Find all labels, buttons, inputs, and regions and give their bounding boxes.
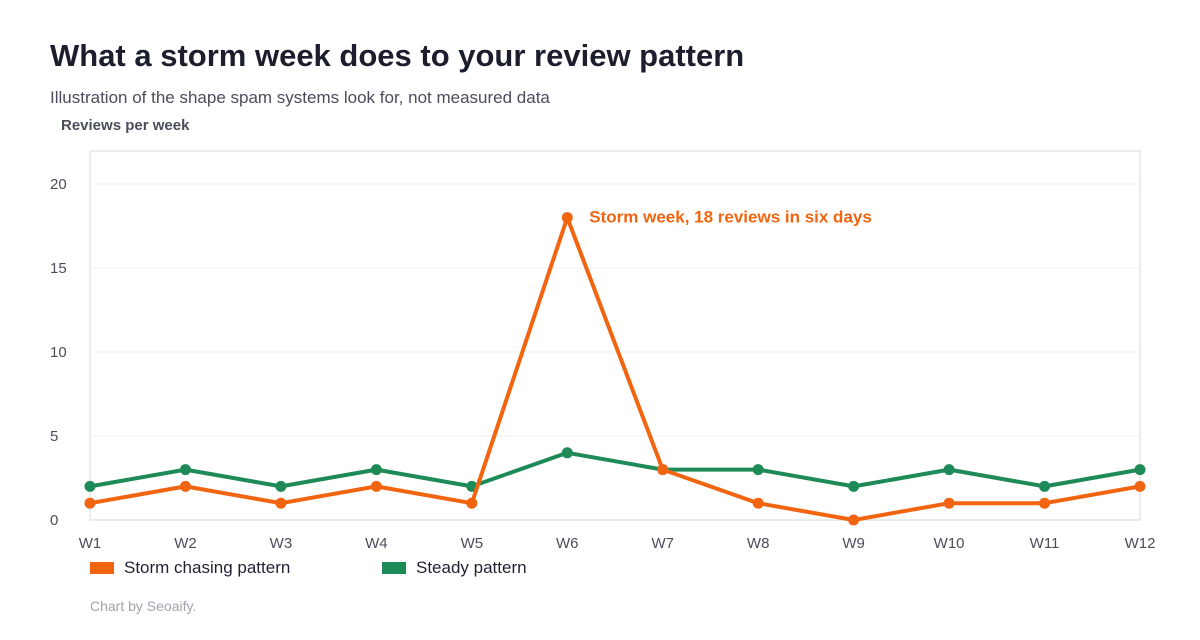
x-tick-label: W4	[365, 535, 388, 552]
legend-label-storm: Storm chasing pattern	[124, 558, 291, 577]
data-point	[84, 480, 96, 492]
data-point	[1039, 497, 1051, 509]
legend-item-steady: Steady pattern	[382, 556, 527, 580]
x-tick-label: W9	[842, 535, 865, 552]
legend-item-storm: Storm chasing pattern	[90, 556, 290, 580]
y-tick-label: 0	[50, 512, 58, 529]
x-tick-label: W1	[79, 535, 102, 552]
y-axis-ticks: 0 5 10 15 20	[50, 176, 67, 529]
gridlines	[89, 150, 1141, 521]
x-tick-label: W2	[174, 535, 197, 552]
data-point	[848, 480, 860, 492]
series-line	[88, 450, 1142, 489]
data-point	[943, 464, 955, 476]
annotations: Storm week, 18 reviews in six days	[589, 208, 872, 227]
x-tick-label: W8	[747, 535, 770, 552]
data-point	[179, 464, 191, 476]
data-point	[561, 212, 573, 224]
x-tick-label: W12	[1125, 535, 1156, 552]
series-lines	[84, 212, 1146, 526]
x-axis-ticks: W1 W2 W3 W4 W5 W6 W7 W8 W9 W10 W11 W12	[79, 535, 1156, 552]
data-point	[275, 480, 287, 492]
series-line	[88, 215, 1142, 522]
data-point	[752, 464, 764, 476]
legend-swatch-steady	[382, 562, 406, 574]
x-tick-label: W3	[270, 535, 293, 552]
data-point	[1039, 480, 1051, 492]
data-point	[370, 480, 382, 492]
legend-swatch-storm	[90, 562, 114, 574]
x-tick-label: W5	[461, 535, 484, 552]
y-tick-label: 5	[50, 428, 58, 445]
x-tick-label: W7	[651, 535, 674, 552]
data-point	[848, 514, 860, 526]
x-tick-label: W6	[556, 535, 579, 552]
plot-frame	[89, 150, 1141, 521]
data-point	[1134, 480, 1146, 492]
data-point	[179, 480, 191, 492]
data-point	[370, 464, 382, 476]
y-tick-label: 10	[50, 344, 67, 361]
data-point	[561, 447, 573, 459]
data-point	[943, 497, 955, 509]
x-tick-label: W11	[1030, 535, 1060, 552]
x-tick-label: W10	[934, 535, 965, 552]
chart-title: What a storm week does to your review pa…	[50, 38, 745, 73]
data-point	[275, 497, 287, 509]
data-point	[752, 497, 764, 509]
data-point	[84, 497, 96, 509]
legend-label-steady: Steady pattern	[416, 558, 527, 577]
annotation-storm-week: Storm week, 18 reviews in six days	[589, 208, 872, 227]
data-point	[466, 497, 478, 509]
y-axis-label: Reviews per week	[61, 117, 190, 134]
chart-subtitle: Illustration of the shape spam systems l…	[50, 88, 550, 107]
y-tick-label: 20	[50, 176, 67, 193]
y-tick-label: 15	[50, 260, 67, 277]
data-point	[657, 464, 669, 476]
chart-credit: Chart by Seoaify.	[90, 598, 197, 614]
data-point	[1134, 464, 1146, 476]
